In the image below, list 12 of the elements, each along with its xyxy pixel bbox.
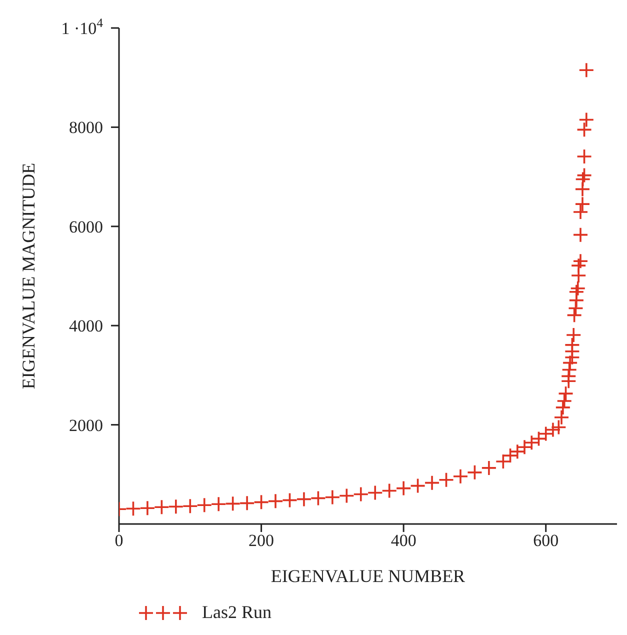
x-tick-label: 600 — [533, 531, 559, 550]
y-axis-title: EIGENVALUE MAGNITUDE — [18, 162, 38, 390]
y-tick-label: 6000 — [69, 217, 103, 236]
y-tick-label: 2000 — [69, 416, 103, 435]
x-tick-label: 400 — [390, 531, 416, 550]
x-tick-label: 200 — [248, 531, 274, 550]
y-tick-label: 8000 — [69, 118, 103, 138]
y-tick-label: 4000 — [69, 316, 103, 336]
y-tick-label: 1 ·10$^{4}$ — [61, 16, 104, 38]
legend-label: Las2 Run — [202, 602, 272, 623]
x-tick-label: 0 — [114, 531, 124, 550]
x-axis-title: EIGENVALUE NUMBER — [270, 566, 466, 586]
